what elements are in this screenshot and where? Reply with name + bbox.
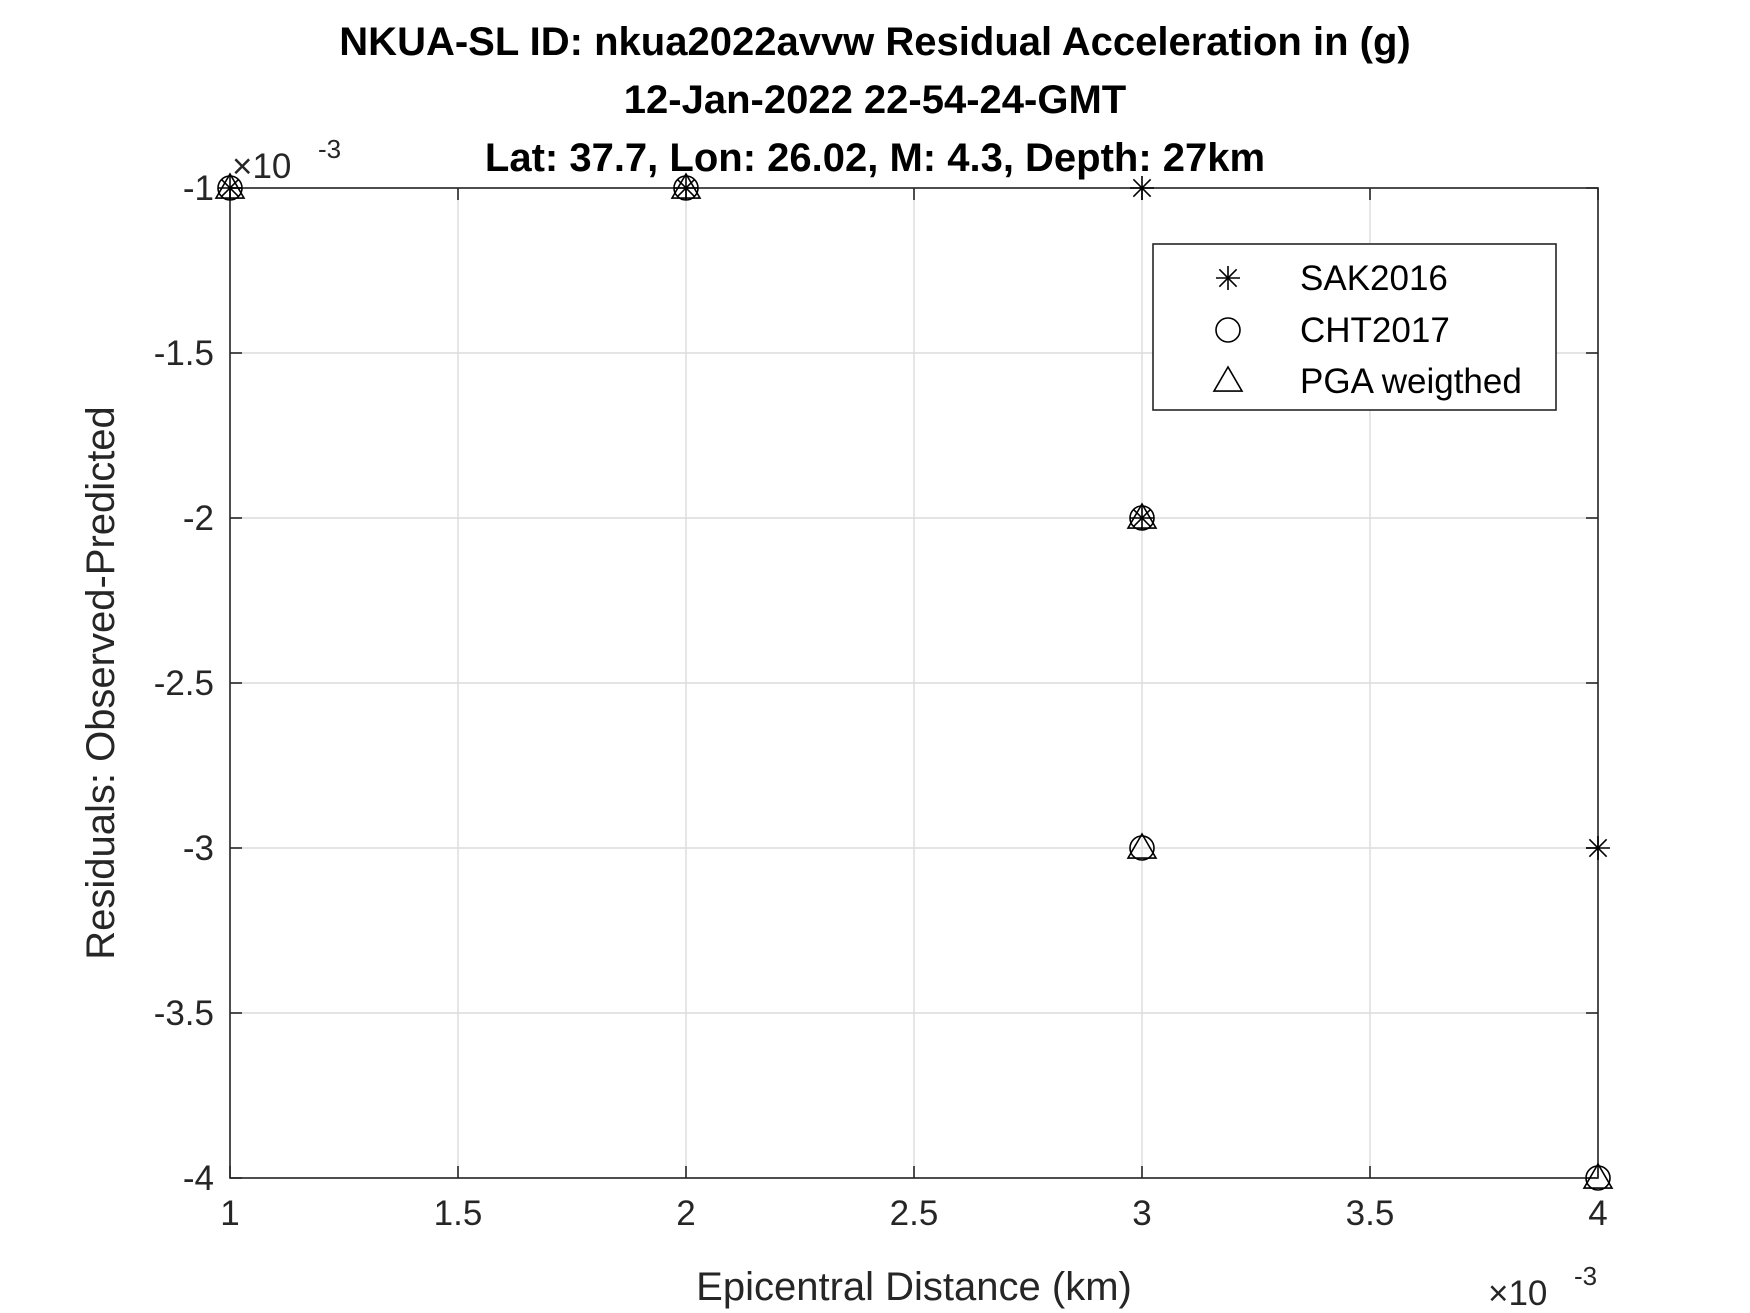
legend-marker-sak2016 [1216, 266, 1240, 290]
chart-title-line-1: NKUA-SL ID: nkua2022avvw Residual Accele… [339, 20, 1411, 64]
y-tick-label: -2.5 [154, 664, 214, 703]
y-tick-label: -1 [183, 169, 214, 208]
data-point-pga-weigthed [1582, 1162, 1614, 1189]
legend-marker-pga-weigthed [1212, 365, 1244, 392]
y-exponent-power: -3 [318, 134, 341, 164]
y-exponent-base: ×10 [232, 147, 291, 186]
x-axis-label: Epicentral Distance (km) [696, 1265, 1132, 1309]
data-point-sak2016 [1130, 176, 1154, 200]
data-point-pga-weigthed [1126, 502, 1158, 529]
data-point-sak2016 [1130, 506, 1154, 530]
data-point-sak2016 [1586, 836, 1610, 860]
x-tick-label: 2 [676, 1194, 695, 1233]
y-tick-label: -4 [183, 1159, 214, 1198]
x-tick-label: 4 [1588, 1194, 1607, 1233]
data-point-pga-weigthed [214, 172, 246, 199]
data-point-cht2017 [673, 175, 699, 201]
x-tick-label: 1 [220, 1194, 239, 1233]
y-tick-label: -3.5 [154, 994, 214, 1033]
x-tick-label: 2.5 [890, 1194, 939, 1233]
axis-ticks: 1 1.5 2 2.5 3 3.5 4 -1 -1.5 -2 -2.5 -3 -3.5 -4 [154, 169, 1608, 1233]
data-point-cht2017 [217, 175, 243, 201]
legend-label-cht2017: CHT2017 [1300, 311, 1450, 350]
legend-box [1152, 243, 1557, 411]
x-tick-label: 1.5 [434, 1194, 483, 1233]
chart-title-line-3: Lat: 37.7, Lon: 26.02, M: 4.3, Depth: 27… [484, 136, 1266, 180]
y-tick-label: -3 [183, 829, 214, 868]
x-tick-label: 3 [1132, 1194, 1151, 1233]
legend-marker-cht2017 [1215, 317, 1241, 343]
legend-label-pga-weigthed: PGA weigthed [1300, 362, 1522, 401]
x-tick-label: 3.5 [1346, 1194, 1395, 1233]
x-exponent-base: ×10 [1488, 1274, 1547, 1313]
y-tick-label: -1.5 [154, 334, 214, 373]
x-axis-exponent: ×10 -3 [1488, 1261, 1597, 1313]
data-point-cht2017 [1129, 505, 1155, 531]
x-exponent-power: -3 [1574, 1261, 1597, 1291]
legend-markers [1212, 266, 1244, 392]
data-point-pga-weigthed [670, 172, 702, 199]
data-point-cht2017 [1585, 1165, 1611, 1191]
data-marks [214, 172, 1614, 1191]
legend-label-sak2016: SAK2016 [1300, 259, 1448, 298]
data-point-pga-weigthed [1126, 832, 1158, 859]
data-point-sak2016 [674, 176, 698, 200]
legend: SAK2016 CHT2017 PGA weigthed [1152, 243, 1557, 411]
data-point-cht2017 [1129, 835, 1155, 861]
y-tick-label: -2 [183, 499, 214, 538]
y-axis-label: Residuals: Observed-Predicted [79, 406, 123, 960]
y-axis-exponent: ×10 -3 [232, 134, 341, 186]
chart-title-line-2: 12-Jan-2022 22-54-24-GMT [623, 78, 1127, 122]
